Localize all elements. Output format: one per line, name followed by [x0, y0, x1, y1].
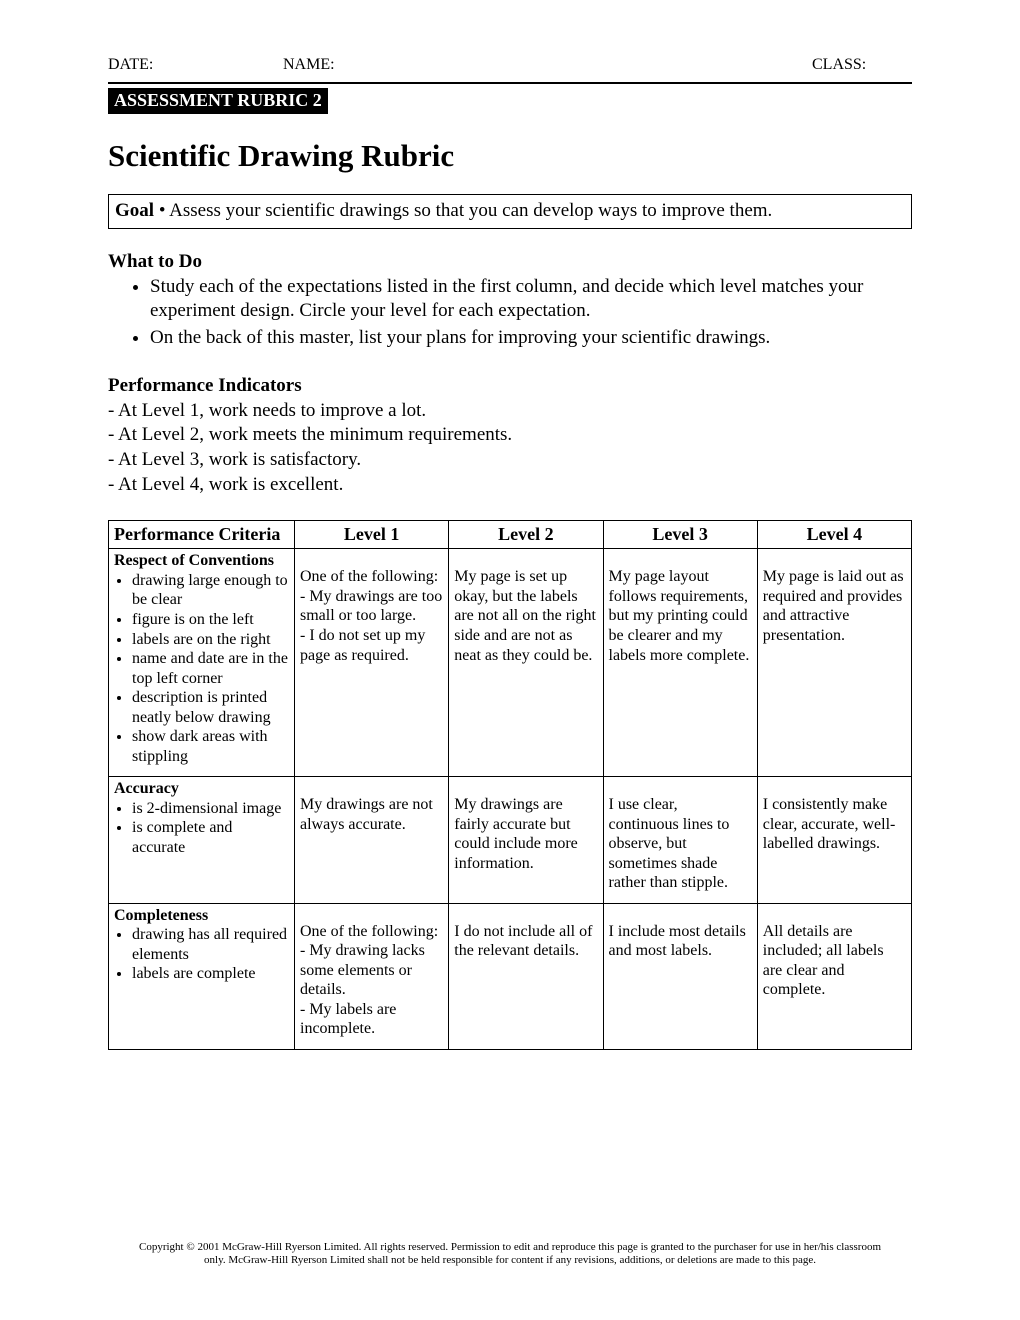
- date-label: DATE:: [108, 56, 283, 74]
- level-cell-2: My drawings are fairly accurate but coul…: [449, 777, 603, 904]
- col-header-level2: Level 2: [449, 520, 603, 549]
- level-cell-2: I do not include all of the relevant det…: [449, 903, 603, 1049]
- level-text: I consistently make clear, accurate, wel…: [763, 779, 906, 854]
- criteria-bullet: show dark areas with stippling: [132, 727, 289, 766]
- level-text: I do not include all of the relevant det…: [454, 906, 597, 961]
- criteria-title: Accuracy: [114, 779, 289, 799]
- table-header-row: Performance Criteria Level 1 Level 2 Lev…: [109, 520, 912, 549]
- criteria-bullet: description is printed neatly below draw…: [132, 688, 289, 727]
- criteria-bullets: drawing has all required elementslabels …: [114, 925, 289, 984]
- indicators-list: - At Level 1, work needs to improve a lo…: [108, 399, 912, 498]
- col-header-criteria: Performance Criteria: [109, 520, 295, 549]
- header-fields: DATE: NAME: CLASS:: [108, 56, 912, 74]
- criteria-bullets: is 2-dimensional imageis complete and ac…: [114, 799, 289, 858]
- level-cell-4: I consistently make clear, accurate, wel…: [757, 777, 911, 904]
- criteria-bullet: drawing has all required elements: [132, 925, 289, 964]
- instructions-list: Study each of the expectations listed in…: [108, 275, 912, 351]
- indicator-line: - At Level 3, work is satisfactory.: [108, 448, 912, 473]
- instruction-item: Study each of the expectations listed in…: [150, 275, 912, 324]
- criteria-title: Respect of Conventions: [114, 551, 289, 571]
- instruction-item: On the back of this master, list your pl…: [150, 326, 912, 351]
- level-text: One of the following: - My drawing lacks…: [300, 906, 443, 1039]
- col-header-level1: Level 1: [295, 520, 449, 549]
- copyright-footer: Copyright © 2001 McGraw-Hill Ryerson Lim…: [0, 1241, 1020, 1269]
- criteria-bullet: labels are complete: [132, 964, 289, 984]
- criteria-bullet: name and date are in the top left corner: [132, 649, 289, 688]
- criteria-cell: Respect of Conventionsdrawing large enou…: [109, 549, 295, 777]
- level-cell-3: My page layout follows requirements, but…: [603, 549, 757, 777]
- criteria-title: Completeness: [114, 906, 289, 926]
- level-text: I include most details and most labels.: [609, 906, 752, 961]
- level-cell-3: I include most details and most labels.: [603, 903, 757, 1049]
- level-cell-1: My drawings are not always accurate.: [295, 777, 449, 904]
- rubric-table: Performance Criteria Level 1 Level 2 Lev…: [108, 520, 912, 1050]
- criteria-bullet: is complete and accurate: [132, 818, 289, 857]
- level-text: I use clear, continuous lines to observe…: [609, 779, 752, 893]
- table-row: Respect of Conventionsdrawing large enou…: [109, 549, 912, 777]
- indicator-line: - At Level 1, work needs to improve a lo…: [108, 399, 912, 424]
- col-header-level4: Level 4: [757, 520, 911, 549]
- document-page: DATE: NAME: CLASS: ASSESSMENT RUBRIC 2 S…: [0, 0, 1020, 1050]
- level-cell-1: One of the following: - My drawings are …: [295, 549, 449, 777]
- criteria-bullet: is 2-dimensional image: [132, 799, 289, 819]
- criteria-bullet: drawing large enough to be clear: [132, 571, 289, 610]
- indicator-line: - At Level 4, work is excellent.: [108, 473, 912, 498]
- indicator-line: - At Level 2, work meets the minimum req…: [108, 423, 912, 448]
- goal-box: Goal • Assess your scientific drawings s…: [108, 194, 912, 229]
- what-to-do-heading: What to Do: [108, 251, 912, 273]
- goal-label: Goal: [115, 200, 154, 221]
- level-cell-3: I use clear, continuous lines to observe…: [603, 777, 757, 904]
- criteria-cell: Accuracyis 2-dimensional imageis complet…: [109, 777, 295, 904]
- level-cell-2: My page is set up okay, but the labels a…: [449, 549, 603, 777]
- table-row: Completenessdrawing has all required ele…: [109, 903, 912, 1049]
- indicators-heading: Performance Indicators: [108, 375, 912, 397]
- level-text: My page layout follows requirements, but…: [609, 551, 752, 665]
- level-text: All details are included; all labels are…: [763, 906, 906, 1000]
- level-text: My drawings are fairly accurate but coul…: [454, 779, 597, 873]
- level-cell-4: All details are included; all labels are…: [757, 903, 911, 1049]
- header-rule: [108, 82, 912, 84]
- criteria-bullet: figure is on the left: [132, 610, 289, 630]
- level-text: My drawings are not always accurate.: [300, 779, 443, 834]
- criteria-bullet: labels are on the right: [132, 630, 289, 650]
- level-text: My page is laid out as required and prov…: [763, 551, 906, 645]
- page-title: Scientific Drawing Rubric: [108, 138, 912, 174]
- level-cell-1: One of the following: - My drawing lacks…: [295, 903, 449, 1049]
- table-row: Accuracyis 2-dimensional imageis complet…: [109, 777, 912, 904]
- level-text: One of the following: - My drawings are …: [300, 551, 443, 665]
- criteria-cell: Completenessdrawing has all required ele…: [109, 903, 295, 1049]
- level-text: My page is set up okay, but the labels a…: [454, 551, 597, 665]
- col-header-level3: Level 3: [603, 520, 757, 549]
- criteria-bullets: drawing large enough to be clearfigure i…: [114, 571, 289, 766]
- class-label: CLASS:: [812, 56, 912, 74]
- name-label: NAME:: [283, 56, 812, 74]
- assessment-badge: ASSESSMENT RUBRIC 2: [108, 88, 328, 114]
- level-cell-4: My page is laid out as required and prov…: [757, 549, 911, 777]
- goal-text: • Assess your scientific drawings so tha…: [154, 200, 772, 221]
